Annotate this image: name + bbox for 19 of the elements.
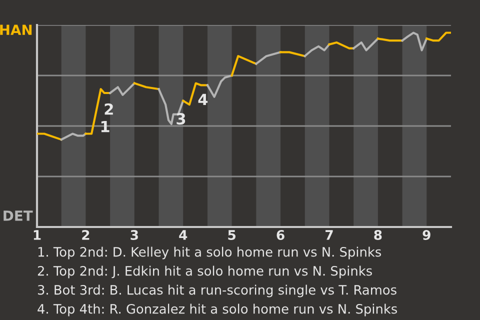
text: DET	[4, 210, 33, 221]
x-tick-label: 8	[374, 230, 382, 240]
x-tick-label: 7	[326, 230, 333, 240]
x-tick-label: 5	[228, 230, 236, 240]
text: HAN	[0, 24, 32, 35]
annotation: 1	[101, 121, 110, 132]
text: 3. Bot 3rd: B. Lucas hit a run-scoring single vs T. Ramos	[38, 284, 396, 298]
x-tick-label: 2	[82, 230, 90, 240]
x-tick-label: 6	[276, 230, 284, 240]
annotation: 4	[198, 94, 208, 105]
text: 1. Top 2nd: D. Kelley hit a solo home run vs N. Spinks	[38, 246, 382, 260]
x-tick-label: 3	[130, 230, 138, 240]
annotation: 3	[176, 113, 186, 125]
x-tick-label: 9	[422, 230, 430, 240]
annotation: 2	[104, 103, 113, 115]
text: 4. Top 4th: R. Gonzalez hit a solo home run vs N. Spinks	[38, 304, 398, 316]
x-tick-label: 1	[34, 230, 41, 240]
x-tick-label: 4	[179, 230, 188, 240]
text: 2. Top 2nd: J. Edkin hit a solo home run vs N. Spinks	[38, 266, 372, 278]
